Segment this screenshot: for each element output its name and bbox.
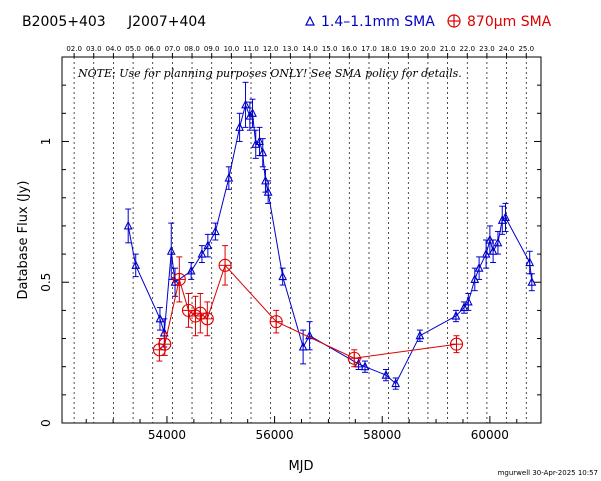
- year-tick-label: 09.0: [204, 45, 220, 53]
- data-point-triangle: [263, 186, 273, 196]
- data-point-circle-plus: [200, 312, 214, 326]
- year-tick-label: 21.0: [440, 45, 456, 53]
- year-tick-label: 13.0: [283, 45, 299, 53]
- data-point-triangle: [305, 330, 314, 340]
- x-axis: 54000 56000 58000 60000: [85, 416, 518, 442]
- data-point-triangle: [415, 330, 425, 340]
- year-tick-label: 14.0: [302, 45, 318, 53]
- year-axis: 02.0 03.0 04.0 05.0 06.0 07.0 08.0 09.0 10.0 11.0…: [66, 45, 534, 57]
- data-point-circle-plus: [269, 315, 283, 329]
- circle-plus-icon: [447, 14, 461, 28]
- year-tick-label: 04.0: [106, 45, 122, 53]
- data-point-triangle: [497, 215, 507, 224]
- y-axis: 00.51: [39, 56, 541, 427]
- data-point-triangle: [278, 271, 288, 281]
- year-tick-label: 08.0: [184, 45, 200, 53]
- data-point-triangle: [451, 310, 461, 320]
- data-point-triangle: [381, 369, 391, 379]
- year-tick-label: 22.0: [459, 45, 475, 53]
- data-point-circle-plus: [218, 258, 232, 272]
- x-tick-label: 56000: [255, 428, 293, 442]
- legend-submm: 870µm SMA: [447, 14, 552, 30]
- data-point-triangle: [197, 248, 207, 258]
- year-tick-label: 11.0: [243, 45, 259, 53]
- y-axis-label: Database Flux (Jy): [16, 181, 31, 300]
- year-tick-label: 02.0: [66, 45, 82, 53]
- data-point-circle-plus: [158, 337, 172, 351]
- legend-mm: 1.4–1.1mm SMA: [305, 14, 435, 30]
- data-point-triangle: [493, 237, 503, 247]
- x-tick-label: 54000: [148, 428, 186, 442]
- data-point-triangle: [251, 139, 261, 148]
- data-point-triangle: [248, 108, 257, 117]
- data-point-triangle: [186, 265, 196, 275]
- data-point-triangle: [501, 212, 510, 222]
- plot-frame: [61, 56, 542, 424]
- data-point-triangle: [258, 147, 268, 157]
- data-point-triangle: [224, 172, 234, 182]
- data-point-circle-plus: [347, 351, 361, 365]
- year-tick-label: 07.0: [165, 45, 181, 53]
- planning-note: NOTE: Use for planning purposes ONLY! Se…: [77, 67, 462, 80]
- series-line: [159, 264, 457, 359]
- data-point-triangle: [391, 378, 401, 388]
- data-point-triangle: [360, 361, 370, 371]
- source-alias: J2007+404: [127, 14, 206, 30]
- data-point-triangle: [203, 240, 213, 250]
- data-point-circle-plus: [449, 337, 464, 351]
- year-tick-label: 03.0: [86, 45, 102, 53]
- year-tick-label: 25.0: [518, 45, 534, 53]
- year-tick-label: 15.0: [322, 45, 338, 53]
- data-point-triangle: [241, 99, 250, 109]
- year-tick-label: 18.0: [381, 45, 397, 53]
- legend-submm-label: 870µm SMA: [467, 14, 552, 30]
- year-tick-label: 06.0: [145, 45, 161, 53]
- data-point-triangle: [298, 341, 308, 351]
- data-point-triangle: [459, 302, 469, 312]
- data-point-circle-plus: [172, 272, 186, 286]
- data-point-triangle: [527, 277, 537, 286]
- data-point-triangle: [245, 110, 255, 120]
- x-axis-label: MJD: [288, 459, 313, 474]
- data-point-triangle: [255, 136, 264, 146]
- year-tick-label: 24.0: [499, 45, 515, 53]
- x-tick-label: 60000: [471, 428, 509, 442]
- year-tick-label: 05.0: [125, 45, 141, 53]
- data-point-triangle: [525, 257, 535, 267]
- y-tick-label: 1: [39, 138, 53, 146]
- year-grid: [73, 57, 527, 423]
- series-line: [127, 103, 533, 385]
- data-point-triangle: [474, 262, 484, 272]
- data-point-triangle: [123, 220, 133, 230]
- data-point-triangle: [470, 274, 480, 283]
- y-tick-label: 0.5: [39, 273, 53, 292]
- year-tick-label: 16.0: [341, 45, 357, 53]
- data-point-triangle: [210, 226, 220, 236]
- year-tick-label: 12.0: [263, 45, 279, 53]
- data-point-triangle: [235, 122, 244, 131]
- year-tick-label: 10.0: [224, 45, 240, 53]
- year-tick-label: 23.0: [479, 45, 495, 53]
- timestamp-stamp: mgurwell 30-Apr-2025 10:57: [498, 469, 598, 477]
- year-tick-label: 20.0: [420, 45, 436, 53]
- series-submm: [152, 245, 464, 368]
- series-mm: [123, 81, 537, 390]
- data-point-triangle: [131, 260, 141, 269]
- x-tick-label: 58000: [363, 428, 401, 442]
- source-name: B2005+403: [22, 14, 106, 30]
- data-point-triangle: [488, 246, 498, 255]
- legend-mm-label: 1.4–1.1mm SMA: [321, 14, 435, 30]
- data-point-triangle: [463, 296, 473, 306]
- data-series: [123, 81, 537, 390]
- data-point-triangle: [166, 246, 176, 255]
- year-tick-label: 17.0: [361, 45, 377, 53]
- triangle-icon: [305, 15, 315, 26]
- y-tick-label: 0: [39, 419, 53, 427]
- year-tick-label: 19.0: [400, 45, 416, 53]
